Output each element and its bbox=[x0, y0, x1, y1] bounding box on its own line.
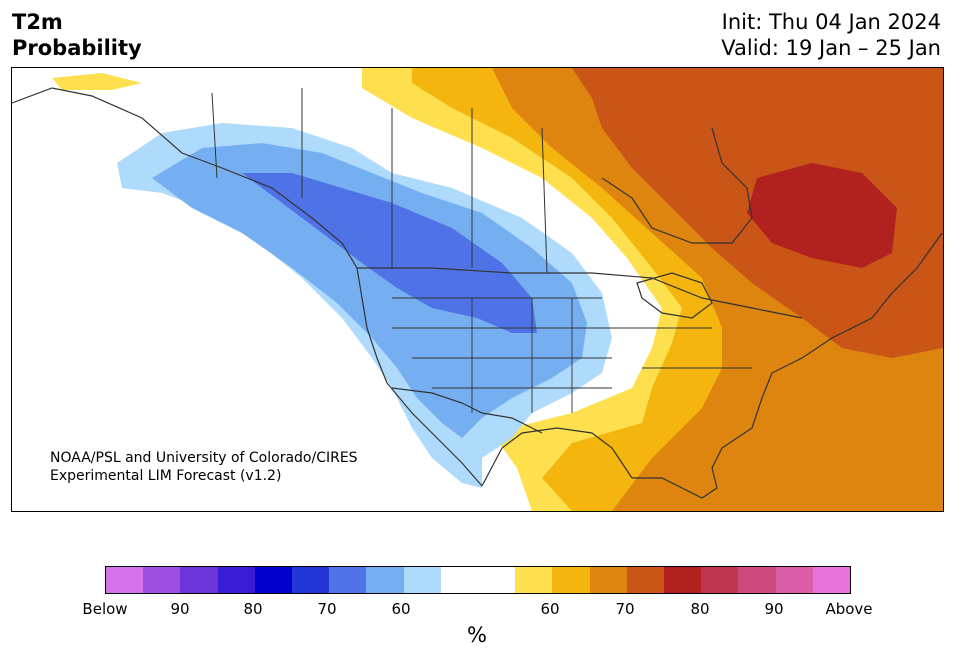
colorbar-segment bbox=[329, 567, 367, 593]
variable-label: T2m bbox=[12, 10, 63, 34]
colorbar bbox=[105, 566, 851, 594]
colorbar-segment bbox=[143, 567, 181, 593]
colorbar-tick-label: 80 bbox=[243, 600, 263, 618]
boundary-lines bbox=[12, 87, 943, 499]
colorbar-segment bbox=[552, 567, 590, 593]
colorbar-segment bbox=[515, 567, 553, 593]
colorbar-unit: % bbox=[467, 623, 487, 647]
colorbar-segment bbox=[292, 567, 330, 593]
probability-map: NOAA/PSL and University of Colorado/CIRE… bbox=[11, 67, 944, 512]
valid-range: Valid: 19 Jan – 25 Jan bbox=[721, 36, 941, 60]
colorbar-tick-label: 70 bbox=[317, 600, 337, 618]
colorbar-segment bbox=[701, 567, 739, 593]
colorbar-segment bbox=[403, 567, 441, 593]
colorbar-segment bbox=[664, 567, 702, 593]
below-65-region bbox=[152, 143, 587, 438]
map-canvas bbox=[12, 68, 943, 511]
colorbar-tick-label: 70 bbox=[615, 600, 635, 618]
colorbar-segment bbox=[478, 567, 516, 593]
us-state-lines bbox=[392, 297, 752, 413]
colorbar-tick-label: 80 bbox=[690, 600, 710, 618]
colorbar-segment bbox=[626, 567, 665, 593]
colorbar-tick-label: Above bbox=[825, 600, 873, 618]
above-60-west-patch bbox=[52, 73, 142, 90]
credit-line-2: Experimental LIM Forecast (v1.2) bbox=[50, 468, 282, 484]
colorbar-segment bbox=[254, 567, 293, 593]
product-label: Probability bbox=[12, 36, 142, 60]
below-70-region bbox=[242, 173, 537, 333]
colorbar-tick-label: 90 bbox=[170, 600, 190, 618]
credit-text: NOAA/PSL and University of Colorado/CIRE… bbox=[50, 449, 358, 485]
west-coastline bbox=[12, 87, 483, 487]
above-normal-shading bbox=[52, 68, 943, 511]
canada-province-lines bbox=[211, 88, 548, 274]
colorbar-segment bbox=[738, 567, 776, 593]
colorbar-segment bbox=[812, 567, 851, 593]
great-lakes-outline bbox=[636, 272, 713, 319]
above-80-region bbox=[747, 163, 897, 268]
colorbar-segment bbox=[180, 567, 218, 593]
hudson-bay-shore bbox=[601, 127, 753, 244]
colorbar-segment bbox=[366, 567, 404, 593]
colorbar-tick-label: 60 bbox=[391, 600, 411, 618]
map-title: T2m Probability bbox=[12, 9, 142, 61]
colorbar-segment bbox=[775, 567, 813, 593]
gulf-coastline bbox=[481, 427, 633, 487]
credit-line-1: NOAA/PSL and University of Colorado/CIRE… bbox=[50, 450, 358, 466]
below-normal-shading bbox=[117, 123, 612, 488]
colorbar-tick-label: Below bbox=[82, 600, 128, 618]
us-canada-border bbox=[357, 267, 803, 319]
colorbar-segment bbox=[217, 567, 255, 593]
forecast-dates: Init: Thu 04 Jan 2024 Valid: 19 Jan – 25… bbox=[721, 9, 941, 61]
colorbar-segment bbox=[440, 567, 479, 593]
colorbar-tick-label: 90 bbox=[764, 600, 784, 618]
colorbar-segment bbox=[106, 567, 144, 593]
colorbar-segment bbox=[589, 567, 627, 593]
east-coastline bbox=[632, 232, 943, 499]
init-date: Init: Thu 04 Jan 2024 bbox=[721, 10, 941, 34]
colorbar-tick-label: 60 bbox=[540, 600, 560, 618]
